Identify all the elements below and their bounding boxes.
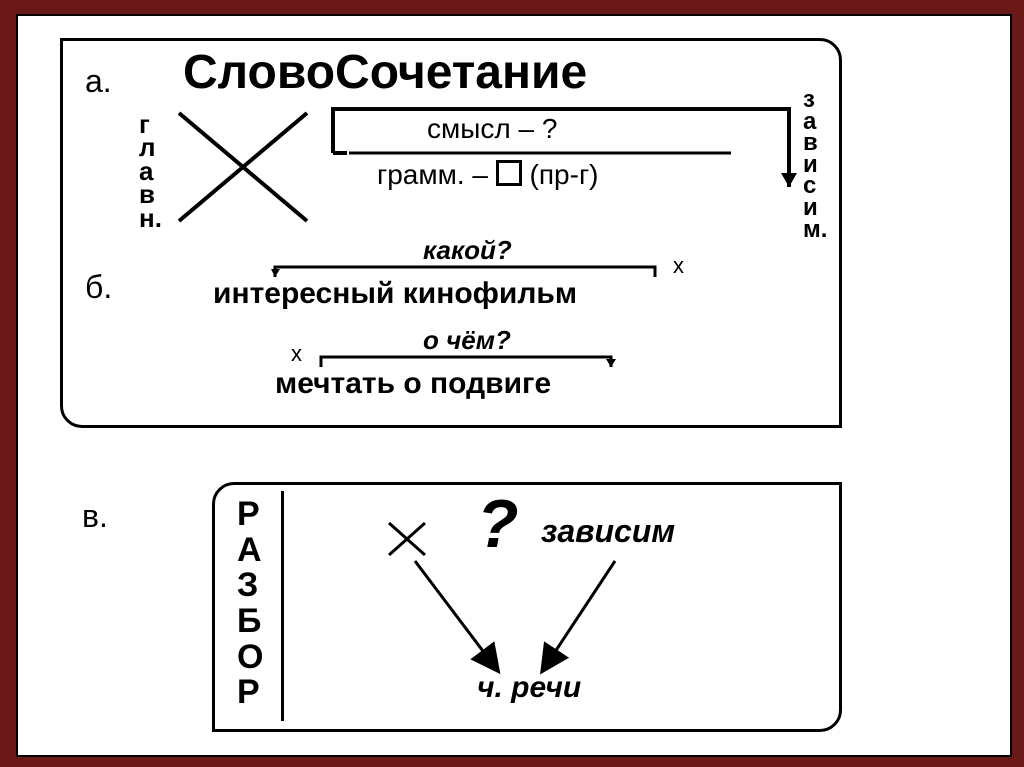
razbor-vertical: Р А З Б О Р	[237, 497, 263, 711]
arrows-down-icon	[385, 557, 665, 677]
section-a-title: СловоСочетание	[183, 45, 587, 100]
x-mark-1: х	[673, 253, 684, 279]
x-mark-2: х	[291, 341, 302, 367]
phrase-2: мечтать о подвиге	[275, 367, 551, 401]
v-char: м.	[803, 219, 827, 241]
box-top: а. СловоСочетание г л а в н. з а в и с и…	[60, 38, 842, 428]
v-char: Б	[237, 604, 263, 640]
v-char: З	[237, 568, 263, 604]
cross-icon	[173, 107, 313, 227]
section-v-letter: в.	[82, 498, 108, 535]
box-bottom: Р А З Б О Р ? зависим	[212, 482, 842, 732]
section-a-letter: а.	[85, 63, 112, 100]
dep-word: зависим	[541, 513, 675, 550]
section-b-letter: б.	[85, 269, 112, 306]
v-char: О	[237, 640, 263, 676]
dep-word-vertical: з а в и с и м.	[803, 89, 827, 240]
question-ochem: о чём?	[423, 325, 511, 356]
outer-panel: а. СловоСочетание г л а в н. з а в и с и…	[16, 14, 1012, 757]
bracket-top-icon	[331, 103, 801, 203]
v-char: Р	[237, 675, 263, 711]
main-word-vertical: г л а в н.	[139, 113, 162, 230]
v-char: А	[237, 533, 263, 569]
big-question-mark: ?	[477, 485, 519, 563]
v-char: Р	[237, 497, 263, 533]
question-kakoy: какой?	[423, 235, 512, 266]
small-x-icon	[385, 519, 429, 559]
v-char: н.	[139, 207, 162, 230]
divider-icon	[281, 491, 284, 721]
phrase-1: интересный кинофильм	[213, 277, 577, 311]
part-of-speech: ч. речи	[477, 671, 581, 705]
